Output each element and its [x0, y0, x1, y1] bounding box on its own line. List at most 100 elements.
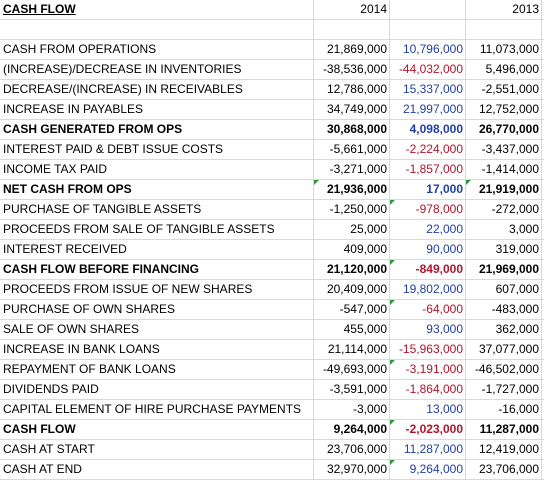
value-cell-2013[interactable]: 26,770,000 [466, 120, 542, 139]
value-cell-2014[interactable]: 25,000 [314, 220, 390, 239]
empty-cell[interactable] [390, 20, 466, 39]
value-cell-2013[interactable]: 37,077,000 [466, 340, 542, 359]
empty-cell[interactable] [0, 20, 314, 39]
value-cell-difference[interactable]: 19,802,000 [390, 280, 466, 299]
value-cell-2014[interactable]: 23,706,000 [314, 440, 390, 459]
value-cell-2013[interactable]: -1,414,000 [466, 160, 542, 179]
value-cell-difference[interactable]: 17,000 [390, 180, 466, 199]
table-row: PURCHASE OF OWN SHARES -547,000 -64,000 -48… [0, 300, 544, 320]
value-cell-2013[interactable]: 23,706,000 [466, 460, 542, 479]
value-cell-2014[interactable]: 455,000 [314, 320, 390, 339]
row-label-cell[interactable]: INTEREST RECEIVED [0, 240, 314, 259]
value-cell-2013[interactable]: 12,752,000 [466, 100, 542, 119]
value-cell-2013[interactable]: -3,437,000 [466, 140, 542, 159]
column-header-blank[interactable] [390, 0, 466, 19]
value-cell-2014[interactable]: 30,868,000 [314, 120, 390, 139]
value-cell-2013[interactable]: 319,000 [466, 240, 542, 259]
value-cell-2014[interactable]: 409,000 [314, 240, 390, 259]
value-cell-2014[interactable]: 32,970,000 [314, 460, 390, 479]
row-label-cell[interactable]: DECREASE/(INCREASE) IN RECEIVABLES [0, 80, 314, 99]
column-header-2014[interactable]: 2014 [314, 0, 390, 19]
value-cell-2013[interactable]: -272,000 [466, 200, 542, 219]
value-cell-difference[interactable]: -849,000 [390, 260, 466, 279]
row-label-cell[interactable]: (INCREASE)/DECREASE IN INVENTORIES [0, 60, 314, 79]
value-cell-difference[interactable]: -3,191,000 [390, 360, 466, 379]
value-cell-difference[interactable]: -978,000 [390, 200, 466, 219]
value-cell-difference[interactable]: 9,264,000 [390, 460, 466, 479]
header-row: CASH FLOW 2014 2013 [0, 0, 544, 20]
value-cell-2013[interactable]: 362,000 [466, 320, 542, 339]
row-label-cell[interactable]: PURCHASE OF OWN SHARES [0, 300, 314, 319]
value-cell-2014[interactable]: 34,749,000 [314, 100, 390, 119]
value-cell-2014[interactable]: 9,264,000 [314, 420, 390, 439]
value-cell-difference[interactable]: 10,796,000 [390, 40, 466, 59]
value-cell-2013[interactable]: 11,287,000 [466, 420, 542, 439]
value-cell-2013[interactable]: 3,000 [466, 220, 542, 239]
empty-cell[interactable] [466, 20, 542, 39]
sheet-title[interactable]: CASH FLOW [0, 0, 314, 19]
value-cell-difference[interactable]: 15,337,000 [390, 80, 466, 99]
row-label-cell[interactable]: CAPITAL ELEMENT OF HIRE PURCHASE PAYMENT… [0, 400, 314, 419]
value-cell-difference[interactable]: -64,000 [390, 300, 466, 319]
value-cell-difference[interactable]: 4,098,000 [390, 120, 466, 139]
value-cell-difference[interactable]: 22,000 [390, 220, 466, 239]
row-label-cell[interactable]: NET CASH FROM OPS [0, 180, 314, 199]
value-cell-difference[interactable]: -1,864,000 [390, 380, 466, 399]
value-cell-2014[interactable]: -3,000 [314, 400, 390, 419]
value-cell-difference[interactable]: 93,000 [390, 320, 466, 339]
value-cell-2013[interactable]: 5,496,000 [466, 60, 542, 79]
empty-cell[interactable] [314, 20, 390, 39]
value-cell-difference[interactable]: 90,000 [390, 240, 466, 259]
table-row: CASH FLOW BEFORE FINANCING 21,120,000 -849… [0, 260, 544, 280]
column-header-2013[interactable]: 2013 [466, 0, 542, 19]
row-label-cell[interactable]: CASH AT END [0, 460, 314, 479]
row-label-cell[interactable]: INCREASE IN PAYABLES [0, 100, 314, 119]
value-cell-difference[interactable]: 21,997,000 [390, 100, 466, 119]
value-cell-2013[interactable]: -46,502,000 [466, 360, 542, 379]
row-label-cell[interactable]: CASH AT START [0, 440, 314, 459]
value-cell-2013[interactable]: -483,000 [466, 300, 542, 319]
row-label-cell[interactable]: INCREASE IN BANK LOANS [0, 340, 314, 359]
value-cell-difference[interactable]: 13,000 [390, 400, 466, 419]
row-label-cell[interactable]: PROCEEDS FROM SALE OF TANGIBLE ASSETS [0, 220, 314, 239]
row-label-cell[interactable]: CASH FROM OPERATIONS [0, 40, 314, 59]
value-cell-difference[interactable]: -15,963,000 [390, 340, 466, 359]
value-cell-2014[interactable]: -3,591,000 [314, 380, 390, 399]
value-cell-2014[interactable]: 12,786,000 [314, 80, 390, 99]
value-cell-2013[interactable]: 11,073,000 [466, 40, 542, 59]
row-label-cell[interactable]: CASH GENERATED FROM OPS [0, 120, 314, 139]
row-label-cell[interactable]: DIVIDENDS PAID [0, 380, 314, 399]
value-cell-difference[interactable]: -2,224,000 [390, 140, 466, 159]
value-cell-2014[interactable]: -49,693,000 [314, 360, 390, 379]
row-label-cell[interactable]: PURCHASE OF TANGIBLE ASSETS [0, 200, 314, 219]
value-cell-2014[interactable]: 21,114,000 [314, 340, 390, 359]
row-label-cell[interactable]: SALE OF OWN SHARES [0, 320, 314, 339]
value-cell-2013[interactable]: 21,969,000 [466, 260, 542, 279]
value-cell-2013[interactable]: -16,000 [466, 400, 542, 419]
table-row: REPAYMENT OF BANK LOANS -49,693,000 -3,191… [0, 360, 544, 380]
value-cell-2013[interactable]: 607,000 [466, 280, 542, 299]
row-label-cell[interactable]: REPAYMENT OF BANK LOANS [0, 360, 314, 379]
value-cell-2014[interactable]: 20,409,000 [314, 280, 390, 299]
value-cell-2014[interactable]: 21,120,000 [314, 260, 390, 279]
value-cell-2013[interactable]: -2,551,000 [466, 80, 542, 99]
row-label-cell[interactable]: PROCEEDS FROM ISSUE OF NEW SHARES [0, 280, 314, 299]
value-cell-difference[interactable]: -44,032,000 [390, 60, 466, 79]
value-cell-2014[interactable]: -38,536,000 [314, 60, 390, 79]
row-label-cell[interactable]: CASH FLOW [0, 420, 314, 439]
value-cell-difference[interactable]: -1,857,000 [390, 160, 466, 179]
value-cell-2014[interactable]: 21,936,000 [314, 180, 390, 199]
row-label-cell[interactable]: INCOME TAX PAID [0, 160, 314, 179]
value-cell-2014[interactable]: -1,250,000 [314, 200, 390, 219]
value-cell-2013[interactable]: 12,419,000 [466, 440, 542, 459]
value-cell-2013[interactable]: -1,727,000 [466, 380, 542, 399]
row-label-cell[interactable]: INTEREST PAID & DEBT ISSUE COSTS [0, 140, 314, 159]
value-cell-2014[interactable]: -547,000 [314, 300, 390, 319]
value-cell-difference[interactable]: 11,287,000 [390, 440, 466, 459]
row-label-cell[interactable]: CASH FLOW BEFORE FINANCING [0, 260, 314, 279]
value-cell-2014[interactable]: -5,661,000 [314, 140, 390, 159]
value-cell-2014[interactable]: 21,869,000 [314, 40, 390, 59]
value-cell-2013[interactable]: 21,919,000 [466, 180, 542, 199]
value-cell-difference[interactable]: -2,023,000 [390, 420, 466, 439]
value-cell-2014[interactable]: -3,271,000 [314, 160, 390, 179]
